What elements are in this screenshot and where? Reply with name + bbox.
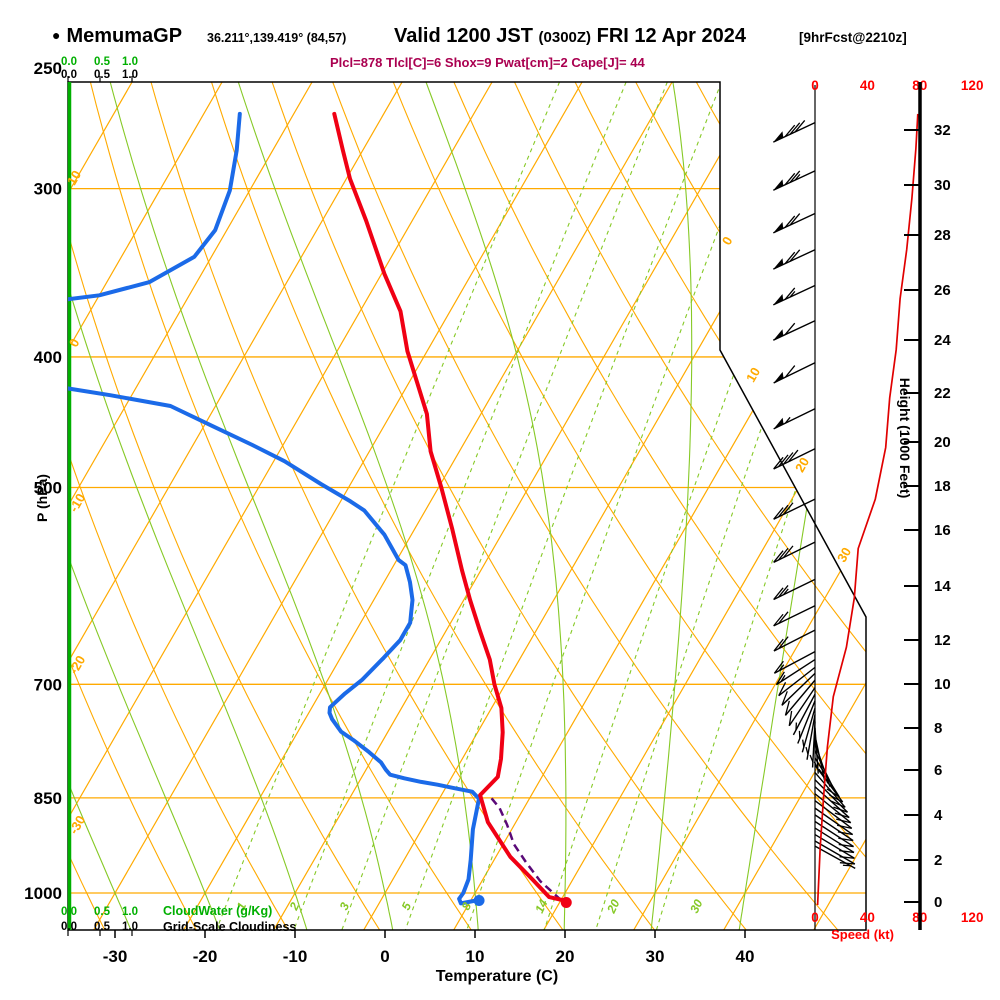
pressure-tick-label: 500 (34, 478, 62, 497)
cloudwater-scale-0-top: 0.0 (61, 56, 77, 68)
height-tick-label: 22 (934, 385, 951, 402)
sounding-parameters: Plcl=878 Tlcl[C]=6 Shox=9 Pwat[cm]=2 Cap… (330, 55, 645, 70)
speed-tick-label-bottom: 120 (961, 910, 984, 925)
svg-text:20: 20 (604, 897, 623, 916)
height-tick-label: 24 (934, 332, 951, 349)
station-coordinates: 36.211°,139.419° (84,57) (207, 31, 347, 45)
dry-adiabat-grid (68, 82, 866, 930)
height-tick-label: 30 (934, 177, 951, 194)
height-axis-title: Height (1000 Feet) (897, 377, 913, 499)
pressure-tick-label: 300 (34, 180, 62, 199)
cloudiness-scale-05-bottom: 0.5 (94, 921, 110, 933)
wind-speed-profile-curve (816, 113, 919, 906)
cloudiness-scale-05-top: 0.5 (94, 69, 110, 81)
temp-tick-label: -10 (283, 947, 308, 966)
pressure-tick-label: 700 (34, 675, 62, 694)
cloudiness-axis-title: Grid-Scale Cloudiness (163, 920, 297, 934)
moist-adiabat-grid (68, 82, 866, 930)
surface-temperature-dot (560, 897, 572, 909)
svg-text:3: 3 (337, 900, 353, 912)
temperature-axis-title: Temperature (C) (435, 968, 559, 985)
height-tick-label: 28 (934, 227, 951, 244)
pressure-tick-label: 850 (34, 789, 62, 808)
speed-tick-label-bottom: 40 (860, 910, 875, 925)
cloudwater-scale-0-bottom: 0.0 (61, 906, 77, 918)
station-bullet-icon: ● (52, 27, 61, 43)
svg-text:30: 30 (687, 897, 705, 915)
cloudiness-scale-1-bottom: 1.0 (122, 921, 138, 933)
svg-text:10: 10 (743, 365, 763, 385)
speed-tick-label-top: 40 (860, 78, 875, 93)
temp-tick-label: 10 (466, 947, 485, 966)
wind-barbs (773, 120, 856, 870)
temp-tick-label: 0 (380, 947, 389, 966)
svg-text:14: 14 (532, 897, 550, 915)
valid-time-z: (0300Z) (538, 29, 592, 46)
height-tick-label: 0 (934, 894, 942, 911)
height-tick-label: 16 (934, 522, 951, 539)
height-tick-label: 6 (934, 762, 942, 779)
station-title: ● MemumaGP (52, 25, 182, 48)
dewpoint-curve (68, 111, 481, 906)
speed-tick-label-top: 0 (811, 78, 819, 93)
temperature-curve (332, 111, 567, 903)
temperature-axis-ticks: -30 -20 -10 0 10 20 30 40 (103, 930, 755, 966)
height-tick-label: 32 (934, 122, 951, 139)
temp-tick-label: 20 (556, 947, 575, 966)
height-tick-label: 20 (934, 434, 951, 451)
height-tick-label: 10 (934, 676, 951, 693)
cloudwater-scale-1-bottom: 1.0 (122, 906, 138, 918)
svg-text:10: 10 (64, 168, 84, 188)
pressure-tick-label: 400 (34, 348, 62, 367)
svg-text:30: 30 (834, 545, 854, 565)
cloudiness-scale-1-top: 1.0 (122, 69, 138, 81)
cloudwater-axis-title: CloudWater (g/Kg) (163, 904, 273, 918)
svg-text:5: 5 (399, 900, 415, 912)
cloudwater-scale-05-top: 0.5 (94, 56, 110, 68)
surface-dewpoint-dot (473, 895, 485, 907)
svg-text:20: 20 (792, 455, 812, 475)
speed-tick-label-top: 120 (961, 78, 984, 93)
forecast-tag: [9hrFcst@2210z] (799, 30, 907, 45)
temp-tick-label: -30 (103, 947, 128, 966)
cloudiness-scale-0-bottom: 0.0 (61, 921, 77, 933)
height-tick-label: 14 (934, 578, 951, 595)
pressure-axis-title: P (hPa) (34, 474, 50, 522)
station-name: MemumaGP (66, 25, 183, 47)
height-tick-label: 8 (934, 720, 942, 737)
svg-text:0: 0 (719, 234, 736, 248)
height-tick-label: 4 (934, 807, 943, 824)
plot-frame (67, 81, 867, 931)
speed-tick-label-bottom: 0 (811, 910, 819, 925)
speed-axis-title: Speed (kt) (831, 927, 894, 942)
height-tick-label: 12 (934, 632, 951, 649)
isotherm-grid (68, 82, 866, 930)
parcel-path-curve (489, 795, 562, 901)
temp-tick-label: -20 (193, 947, 218, 966)
height-tick-label: 18 (934, 478, 951, 495)
cloudwater-scale-05-bottom: 0.5 (94, 906, 110, 918)
temp-tick-label: 40 (736, 947, 755, 966)
speed-axis-labels: 0040408080120120 (811, 78, 983, 925)
pressure-tick-label: 250 (34, 59, 62, 78)
svg-text:2: 2 (286, 900, 302, 913)
height-tick-label: 2 (934, 852, 942, 869)
height-tick-label: 26 (934, 282, 951, 299)
valid-time-title: Valid 1200 JST (0300Z) FRI 12 Apr 2024 (394, 25, 746, 47)
temp-tick-label: 30 (646, 947, 665, 966)
pressure-tick-label: 1000 (24, 884, 62, 903)
cloudiness-scale-0-top: 0.0 (61, 69, 77, 81)
cloudwater-scale-1-top: 1.0 (122, 56, 138, 68)
pressure-axis-labels: 250 300 400 500 700 850 1000 (24, 59, 62, 903)
